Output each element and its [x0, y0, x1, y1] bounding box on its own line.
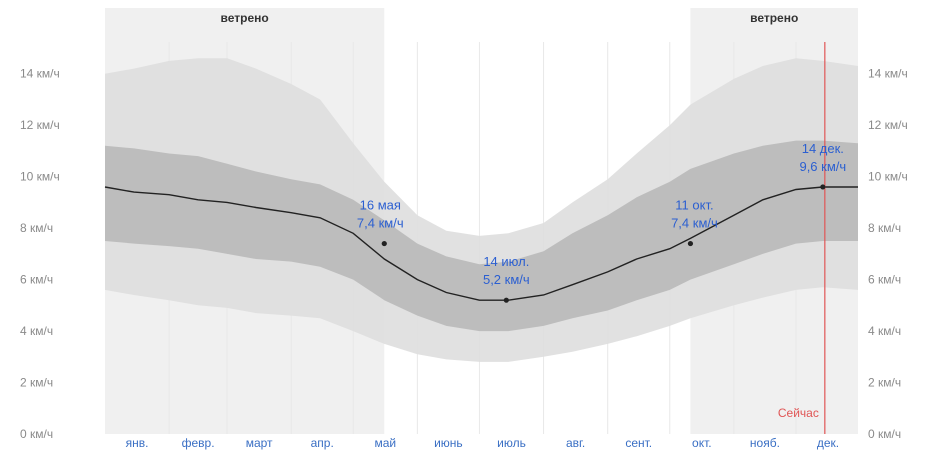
month-label-3: апр.: [311, 436, 334, 450]
y-tick-left-4: 8 км/ч: [20, 221, 53, 235]
y-tick-left-0: 0 км/ч: [20, 427, 53, 441]
annotation-point-3: [820, 184, 826, 190]
annotation-speed-1: 5,2 км/ч: [483, 272, 530, 287]
annotation-date-1: 14 июл.: [483, 254, 529, 269]
annotation-point-0: [381, 240, 387, 247]
annotation-speed-2: 7,4 км/ч: [671, 216, 718, 231]
annotation-point-1: [503, 297, 509, 303]
windy-label-1: ветрено: [750, 11, 798, 25]
y-tick-right-3: 6 км/ч: [868, 273, 901, 287]
y-tick-left-2: 4 км/ч: [20, 324, 53, 338]
annotation-date-3: 14 дек.: [802, 141, 844, 156]
annotations: 16 мая 7,4 км/ч 14 июл. 5,2 км/ч 11 окт. 7,4 …: [357, 141, 846, 303]
y-axis-left: 0 км/ч 2 км/ч 4 км/ч 6 км/ч 8 км/ч 10 км/ч 12 …: [20, 67, 60, 441]
y-tick-right-5: 10 км/ч: [868, 170, 908, 184]
y-tick-left-3: 6 км/ч: [20, 273, 53, 287]
y-tick-right-0: 0 км/ч: [868, 427, 901, 441]
y-tick-left-5: 10 км/ч: [20, 170, 60, 184]
month-label-6: июль: [497, 436, 526, 450]
windy-label-0: ветрено: [221, 11, 269, 25]
now-marker: Сейчас: [778, 42, 826, 434]
y-tick-right-4: 8 км/ч: [868, 221, 901, 235]
annotation-date-2: 11 окт.: [675, 198, 713, 213]
month-label-2: март: [246, 436, 273, 450]
y-tick-right-6: 12 км/ч: [868, 118, 908, 132]
month-label-8: сент.: [625, 436, 652, 450]
annotation-speed-3: 9,6 км/ч: [799, 159, 846, 174]
month-label-10: нояб.: [750, 436, 780, 450]
mean-line: [104, 186, 858, 301]
annotation-speed-0: 7,4 км/ч: [357, 216, 404, 231]
annotation-date-0: 16 мая: [360, 198, 401, 213]
y-tick-left-6: 12 км/ч: [20, 118, 60, 132]
month-label-11: дек.: [817, 436, 839, 450]
y-tick-right-1: 2 км/ч: [868, 376, 901, 390]
annotation-point-2: [687, 240, 694, 247]
y-axis-right: 0 км/ч 2 км/ч 4 км/ч 6 км/ч 8 км/ч 10 км/ч 12 …: [868, 67, 908, 441]
month-label-0: янв.: [126, 436, 149, 450]
y-tick-left-7: 14 км/ч: [20, 67, 60, 81]
x-axis-months: янв. февр. март апр. май июнь июль авг. сент. окт…: [126, 436, 839, 450]
month-label-4: май: [374, 436, 396, 450]
month-label-7: авг.: [566, 436, 585, 450]
y-tick-left-1: 2 км/ч: [20, 376, 53, 390]
y-tick-right-2: 4 км/ч: [868, 324, 901, 338]
mean-wind-line: [104, 186, 858, 301]
percentile-bands: [105, 58, 858, 362]
windy-labels: ветрено ветрено: [221, 11, 799, 25]
y-tick-right-7: 14 км/ч: [868, 67, 908, 81]
now-label: Сейчас: [778, 406, 819, 420]
band-25-75: [105, 140, 858, 332]
month-label-9: окт.: [692, 436, 712, 450]
month-label-1: февр.: [182, 436, 215, 450]
month-label-5: июнь: [434, 436, 463, 450]
